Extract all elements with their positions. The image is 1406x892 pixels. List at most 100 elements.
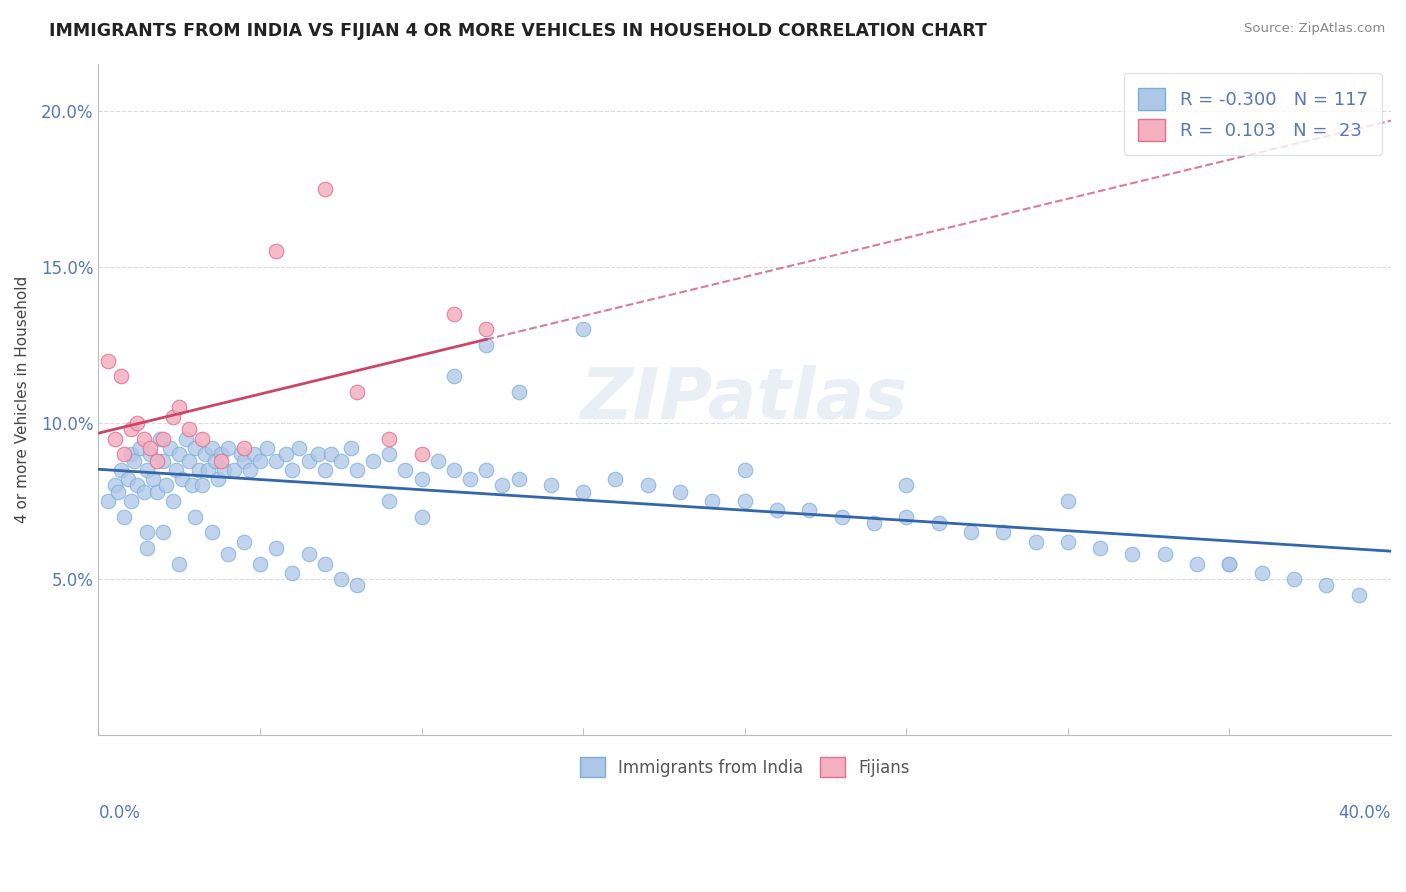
Point xyxy=(214,463,236,477)
Point xyxy=(288,441,311,455)
Point xyxy=(264,244,287,259)
Point xyxy=(378,494,401,508)
Point xyxy=(1347,588,1369,602)
Point xyxy=(136,525,159,540)
Point xyxy=(120,494,142,508)
Point xyxy=(217,547,239,561)
Point xyxy=(1025,534,1047,549)
Point xyxy=(314,557,336,571)
Point xyxy=(863,516,886,530)
Point xyxy=(314,182,336,196)
Point xyxy=(232,453,254,467)
Point xyxy=(411,447,433,461)
Point xyxy=(669,484,692,499)
Point xyxy=(508,472,530,486)
Point xyxy=(120,422,142,436)
Point xyxy=(162,494,184,508)
Point xyxy=(896,509,918,524)
Point xyxy=(181,478,204,492)
Text: 0.0%: 0.0% xyxy=(98,804,141,822)
Point xyxy=(187,463,209,477)
Point xyxy=(217,441,239,455)
Point xyxy=(239,463,262,477)
Point xyxy=(896,478,918,492)
Point xyxy=(242,447,264,461)
Point xyxy=(394,463,416,477)
Point xyxy=(297,547,319,561)
Point xyxy=(928,516,950,530)
Point xyxy=(264,541,287,555)
Point xyxy=(361,453,384,467)
Point xyxy=(172,472,194,486)
Point xyxy=(184,509,207,524)
Point xyxy=(766,503,789,517)
Point xyxy=(1121,547,1143,561)
Point xyxy=(346,384,368,399)
Point xyxy=(191,478,214,492)
Point xyxy=(249,557,271,571)
Point xyxy=(274,447,297,461)
Point xyxy=(264,453,287,467)
Point xyxy=(200,525,222,540)
Point xyxy=(346,463,368,477)
Point xyxy=(112,447,135,461)
Point xyxy=(411,509,433,524)
Point xyxy=(443,307,465,321)
Point xyxy=(1218,557,1240,571)
Point xyxy=(117,472,139,486)
Point xyxy=(110,369,132,384)
Point xyxy=(475,463,498,477)
Point xyxy=(224,463,246,477)
Point xyxy=(197,463,219,477)
Point xyxy=(177,453,200,467)
Point xyxy=(1057,494,1080,508)
Point xyxy=(174,432,197,446)
Point xyxy=(145,484,167,499)
Text: IMMIGRANTS FROM INDIA VS FIJIAN 4 OR MORE VEHICLES IN HOUSEHOLD CORRELATION CHAR: IMMIGRANTS FROM INDIA VS FIJIAN 4 OR MOR… xyxy=(49,22,987,40)
Point xyxy=(443,369,465,384)
Point xyxy=(1153,547,1175,561)
Point xyxy=(831,509,853,524)
Point xyxy=(378,447,401,461)
Point xyxy=(167,447,190,461)
Point xyxy=(1218,557,1240,571)
Point xyxy=(605,472,627,486)
Point xyxy=(112,509,135,524)
Point xyxy=(1282,572,1305,586)
Point xyxy=(1185,557,1208,571)
Point xyxy=(155,478,177,492)
Point xyxy=(127,416,149,430)
Point xyxy=(165,463,187,477)
Point xyxy=(329,453,352,467)
Point xyxy=(378,432,401,446)
Point xyxy=(139,441,162,455)
Point xyxy=(204,453,226,467)
Point xyxy=(572,322,595,336)
Point xyxy=(167,401,190,415)
Text: ZIPatlas: ZIPatlas xyxy=(581,365,908,434)
Point xyxy=(209,447,232,461)
Point xyxy=(132,432,155,446)
Text: Source: ZipAtlas.com: Source: ZipAtlas.com xyxy=(1244,22,1385,36)
Point xyxy=(702,494,724,508)
Point xyxy=(97,353,120,368)
Point xyxy=(229,447,252,461)
Point xyxy=(443,463,465,477)
Point xyxy=(329,572,352,586)
Point xyxy=(142,472,165,486)
Point xyxy=(136,463,159,477)
Point xyxy=(127,478,149,492)
Point xyxy=(1057,534,1080,549)
Point xyxy=(152,453,174,467)
Point xyxy=(314,463,336,477)
Point xyxy=(97,494,120,508)
Point xyxy=(104,478,127,492)
Point xyxy=(184,441,207,455)
Point xyxy=(129,441,152,455)
Point xyxy=(136,541,159,555)
Point xyxy=(346,578,368,592)
Point xyxy=(1250,566,1272,580)
Point xyxy=(209,453,232,467)
Point xyxy=(200,441,222,455)
Point xyxy=(162,409,184,424)
